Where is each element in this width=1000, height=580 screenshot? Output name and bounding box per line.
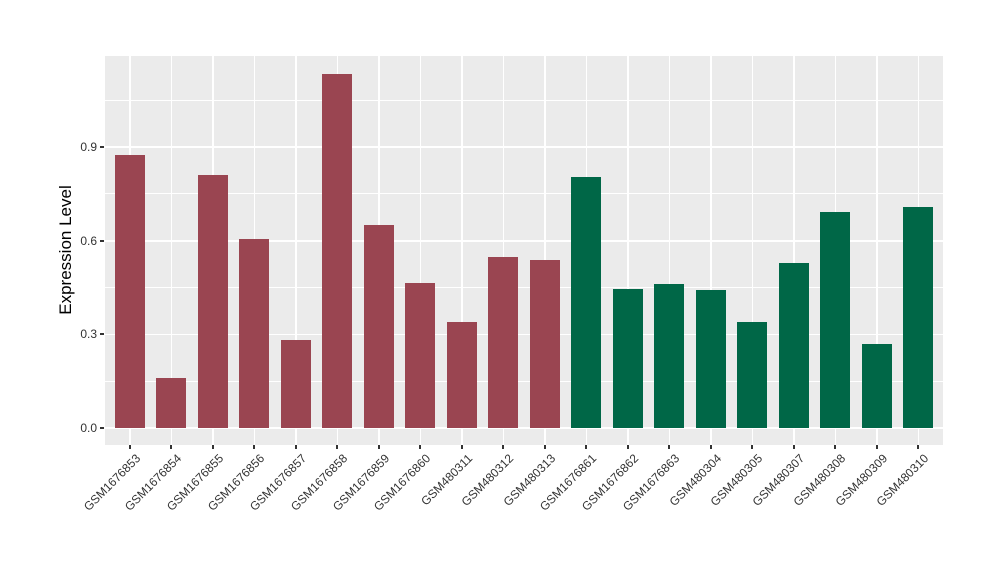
bar-GSM480313	[529, 260, 560, 428]
minor-gridline	[105, 193, 943, 195]
x-tick-mark	[834, 445, 837, 449]
x-tick-mark	[294, 445, 297, 449]
vertical-gridline	[170, 56, 173, 445]
y-tick-label: 0.0	[80, 420, 97, 435]
plot-panel	[105, 56, 943, 445]
y-tick-label: 0.9	[80, 140, 97, 155]
x-tick-mark	[419, 445, 422, 449]
bar-GSM480310	[903, 207, 934, 428]
x-tick-mark	[668, 445, 671, 449]
major-gridline	[105, 333, 943, 336]
bar-GSM1676858	[322, 73, 353, 428]
y-tick-mark	[100, 146, 104, 149]
x-tick-mark	[751, 445, 754, 449]
vertical-gridline	[751, 56, 754, 445]
y-tick-mark	[100, 239, 104, 242]
vertical-gridline	[668, 56, 671, 445]
x-tick-mark	[585, 445, 588, 449]
bar-GSM1676857	[280, 340, 311, 428]
x-tick-mark	[875, 445, 878, 449]
bar-GSM480309	[861, 344, 892, 428]
vertical-gridline	[461, 56, 463, 445]
bar-GSM1676853	[115, 155, 145, 428]
bar-GSM480304	[695, 290, 726, 428]
x-tick-mark	[336, 445, 339, 449]
x-tick-mark	[170, 445, 173, 449]
bar-GSM1676856	[239, 239, 270, 428]
x-tick-mark	[917, 445, 920, 449]
vertical-gridline	[627, 56, 629, 445]
bar-GSM1676859	[363, 225, 394, 428]
bar-GSM1676862	[612, 289, 643, 428]
vertical-gridline	[544, 56, 546, 445]
major-gridline	[105, 427, 943, 429]
vertical-gridline	[710, 56, 712, 445]
x-tick-mark	[709, 445, 712, 449]
minor-gridline	[105, 287, 943, 289]
x-tick-mark	[129, 445, 131, 449]
x-tick-mark	[543, 445, 546, 449]
minor-gridline	[105, 380, 943, 382]
y-axis-title: Expression Level	[56, 185, 75, 315]
y-tick-mark	[100, 426, 104, 429]
bar-GSM1676863	[654, 284, 685, 428]
minor-gridline	[105, 99, 943, 101]
vertical-gridline	[793, 56, 795, 445]
y-tick-label: 0.3	[80, 327, 97, 342]
bar-GSM480308	[820, 212, 851, 428]
x-tick-mark	[460, 445, 463, 449]
vertical-gridline	[876, 56, 878, 445]
y-tick-label: 0.6	[80, 233, 97, 248]
vertical-gridline	[295, 56, 297, 445]
y-tick-mark	[100, 333, 104, 336]
bar-GSM1676860	[405, 283, 436, 428]
vertical-gridline	[419, 56, 422, 445]
bar-GSM480312	[488, 256, 519, 428]
x-tick-mark	[502, 445, 505, 449]
vertical-gridline	[502, 56, 505, 445]
bar-GSM1676854	[156, 377, 187, 428]
bar-GSM480307	[778, 263, 809, 428]
bar-GSM480311	[446, 321, 477, 428]
major-gridline	[105, 146, 943, 148]
x-tick-mark	[792, 445, 795, 449]
bar-GSM1676861	[571, 177, 602, 428]
major-gridline	[105, 240, 943, 242]
bar-GSM1676855	[197, 174, 228, 428]
x-tick-mark	[626, 445, 629, 449]
x-tick-mark	[377, 445, 380, 449]
x-tick-mark	[253, 445, 256, 449]
x-tick-mark	[211, 445, 214, 449]
bar-GSM480305	[737, 321, 768, 428]
